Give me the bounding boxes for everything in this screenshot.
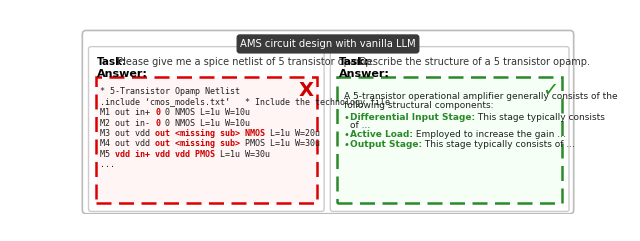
Text: 0: 0 bbox=[155, 119, 160, 128]
Text: 0 NMOS L=1u W=10u: 0 NMOS L=1u W=10u bbox=[160, 119, 250, 128]
Text: 0: 0 bbox=[155, 108, 160, 117]
Text: •: • bbox=[344, 113, 349, 123]
FancyBboxPatch shape bbox=[83, 30, 573, 214]
Text: Active Load:: Active Load: bbox=[349, 130, 413, 139]
Text: Describe the structure of a 5 transistor opamp.: Describe the structure of a 5 transistor… bbox=[356, 57, 590, 67]
FancyBboxPatch shape bbox=[95, 77, 317, 203]
Text: * 5-Transistor Opamp Netlist: * 5-Transistor Opamp Netlist bbox=[100, 87, 240, 96]
Text: vdd in+ vdd vdd PMOS: vdd in+ vdd vdd PMOS bbox=[115, 150, 215, 159]
Text: M3 out vdd: M3 out vdd bbox=[100, 129, 155, 138]
Text: M1 out in+: M1 out in+ bbox=[100, 108, 155, 117]
Text: Answer:: Answer: bbox=[97, 69, 148, 79]
Text: of ...: of ... bbox=[349, 120, 370, 130]
Text: Please give me a spice netlist of 5 transistor opamp.: Please give me a spice netlist of 5 tran… bbox=[114, 57, 375, 67]
Text: Output Stage:: Output Stage: bbox=[349, 140, 422, 149]
FancyBboxPatch shape bbox=[88, 47, 324, 211]
Text: out <missing sub>: out <missing sub> bbox=[155, 139, 240, 148]
FancyBboxPatch shape bbox=[337, 77, 562, 203]
Text: M4 out vdd: M4 out vdd bbox=[100, 139, 155, 148]
Text: AMS circuit design with vanilla LLM: AMS circuit design with vanilla LLM bbox=[240, 39, 416, 49]
Text: out <missing sub> NMOS: out <missing sub> NMOS bbox=[155, 129, 265, 138]
Text: L=1u W=30u: L=1u W=30u bbox=[215, 150, 270, 159]
FancyBboxPatch shape bbox=[330, 47, 569, 211]
Text: This stage typically consists of ...: This stage typically consists of ... bbox=[422, 140, 575, 149]
Text: X: X bbox=[298, 80, 313, 100]
Text: Answer:: Answer: bbox=[339, 69, 390, 79]
Text: M2 out in-: M2 out in- bbox=[100, 119, 155, 128]
Text: ...: ... bbox=[100, 160, 115, 169]
Text: This stage typically consists: This stage typically consists bbox=[475, 113, 605, 122]
Text: ✓: ✓ bbox=[542, 80, 558, 100]
Text: following structural components:: following structural components: bbox=[344, 100, 493, 109]
Text: •: • bbox=[344, 130, 349, 140]
Text: Employed to increase the gain ...: Employed to increase the gain ... bbox=[413, 130, 566, 139]
Text: 0 NMOS L=1u W=10u: 0 NMOS L=1u W=10u bbox=[160, 108, 250, 117]
Text: L=1u W=20u: L=1u W=20u bbox=[265, 129, 320, 138]
Text: .include ‘cmos_models.txt’   * Include the technology file: .include ‘cmos_models.txt’ * Include the… bbox=[100, 98, 390, 107]
Text: M5: M5 bbox=[100, 150, 115, 159]
Text: •: • bbox=[344, 140, 349, 150]
FancyBboxPatch shape bbox=[237, 34, 419, 54]
Text: Differential Input Stage:: Differential Input Stage: bbox=[349, 113, 475, 122]
Text: PMOS L=1u W=30u: PMOS L=1u W=30u bbox=[240, 139, 320, 148]
Text: Task:: Task: bbox=[97, 57, 127, 67]
Text: A 5-transistor operational amplifier generally consists of the: A 5-transistor operational amplifier gen… bbox=[344, 92, 617, 101]
Text: Task:: Task: bbox=[339, 57, 369, 67]
